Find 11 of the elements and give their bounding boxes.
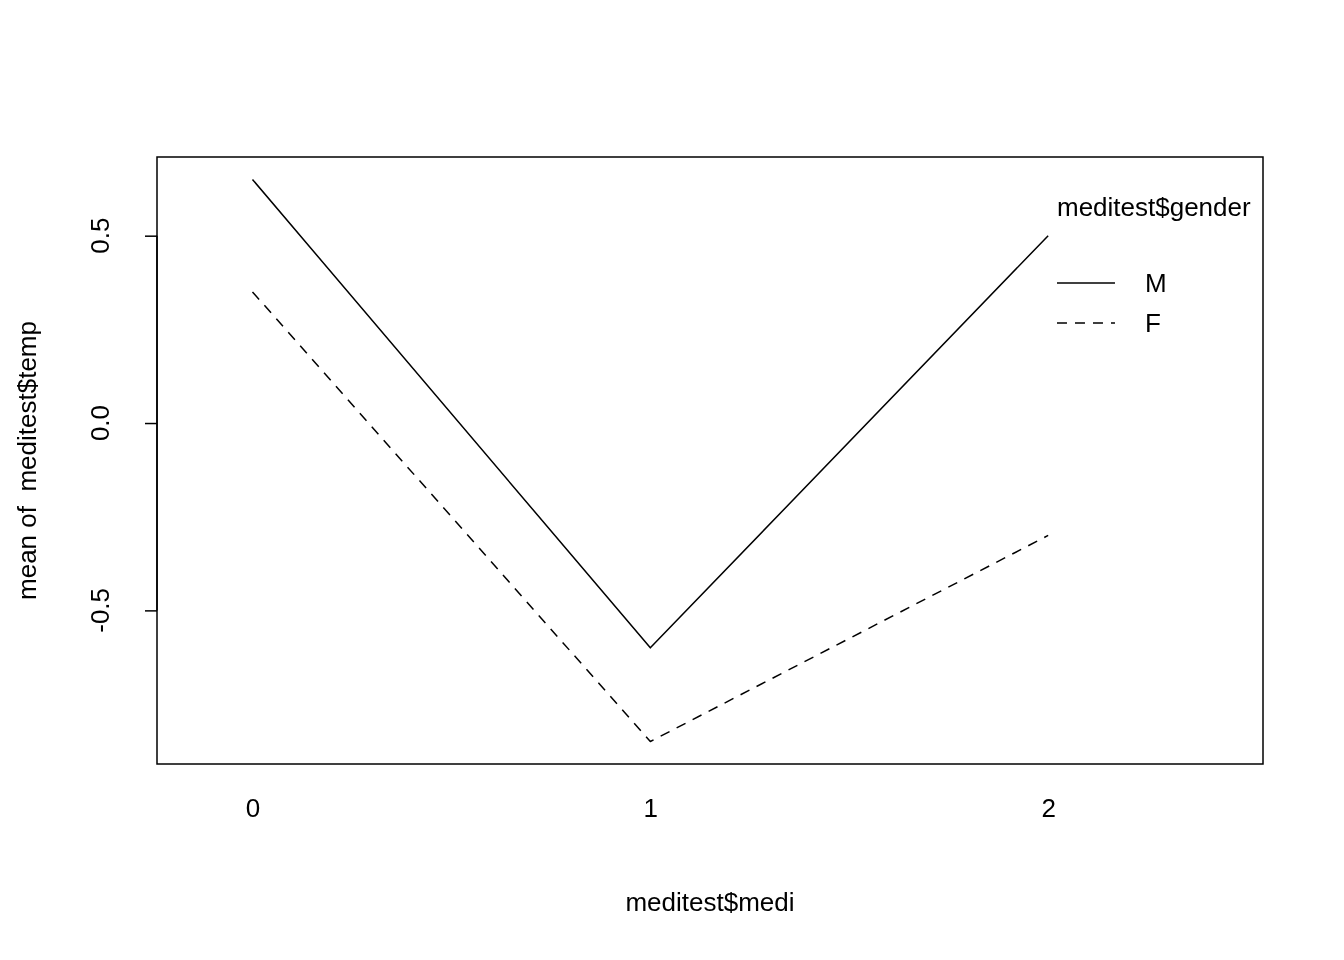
x-axis-title: meditest$medi xyxy=(625,887,795,917)
legend-label: F xyxy=(1144,308,1161,338)
y-tick-label: 0.0 xyxy=(85,404,115,442)
x-tick-label: 2 xyxy=(1041,793,1056,823)
legend-label: M xyxy=(1144,268,1167,298)
y-tick-label: 0.5 xyxy=(85,217,115,254)
y-axis-title: mean of meditest$temp xyxy=(12,321,42,600)
legend-title: meditest$gender xyxy=(1056,192,1251,222)
y-tick-label: -0.5 xyxy=(85,587,115,633)
x-tick-label: 0 xyxy=(245,793,261,823)
x-tick-label: 1 xyxy=(643,793,659,823)
